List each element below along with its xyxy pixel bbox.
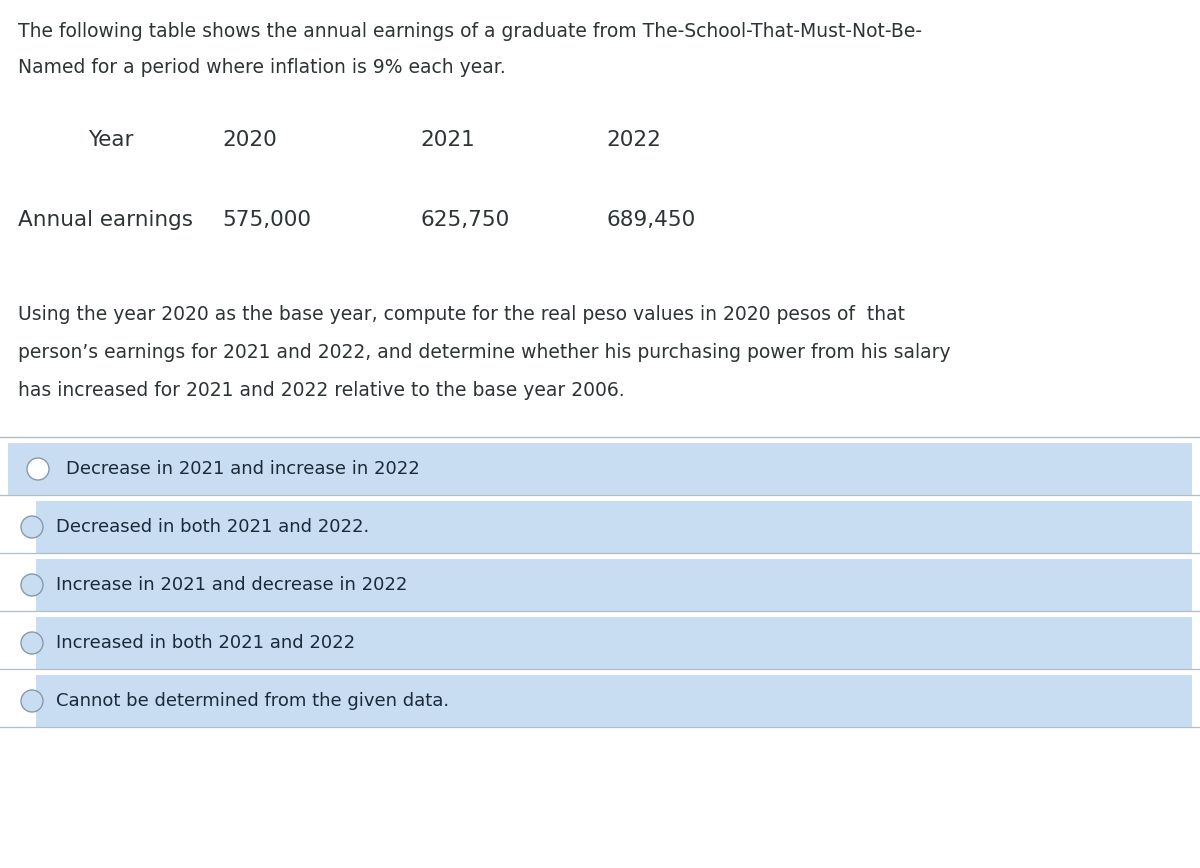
Bar bbox=[8, 617, 1192, 669]
Text: Named for a period where inflation is 9% each year.: Named for a period where inflation is 9%… bbox=[18, 58, 505, 77]
Text: 625,750: 625,750 bbox=[420, 210, 509, 230]
Text: 689,450: 689,450 bbox=[606, 210, 695, 230]
Text: The following table shows the annual earnings of a graduate from The-School-That: The following table shows the annual ear… bbox=[18, 22, 922, 41]
Text: Increased in both 2021 and 2022: Increased in both 2021 and 2022 bbox=[56, 634, 355, 652]
Circle shape bbox=[22, 516, 43, 538]
Text: 2022: 2022 bbox=[606, 130, 661, 150]
Circle shape bbox=[22, 574, 43, 596]
Text: Year: Year bbox=[88, 130, 133, 150]
Bar bbox=[8, 559, 36, 611]
Bar bbox=[8, 675, 36, 727]
Text: Annual earnings: Annual earnings bbox=[18, 210, 193, 230]
Circle shape bbox=[28, 458, 49, 480]
Bar bbox=[8, 559, 1192, 611]
Circle shape bbox=[22, 690, 43, 712]
Text: Decreased in both 2021 and 2022.: Decreased in both 2021 and 2022. bbox=[56, 518, 370, 536]
Text: person’s earnings for 2021 and 2022, and determine whether his purchasing power : person’s earnings for 2021 and 2022, and… bbox=[18, 343, 950, 362]
Text: 2020: 2020 bbox=[222, 130, 277, 150]
Text: has increased for 2021 and 2022 relative to the base year 2006.: has increased for 2021 and 2022 relative… bbox=[18, 381, 625, 400]
Text: 2021: 2021 bbox=[420, 130, 475, 150]
Circle shape bbox=[22, 632, 43, 654]
Bar bbox=[8, 617, 36, 669]
Bar bbox=[8, 443, 1192, 495]
Text: Increase in 2021 and decrease in 2022: Increase in 2021 and decrease in 2022 bbox=[56, 576, 407, 594]
Bar bbox=[8, 675, 1192, 727]
Text: Cannot be determined from the given data.: Cannot be determined from the given data… bbox=[56, 692, 449, 710]
Text: 575,000: 575,000 bbox=[222, 210, 311, 230]
Bar bbox=[8, 501, 36, 553]
Text: Using the year 2020 as the base year, compute for the real peso values in 2020 p: Using the year 2020 as the base year, co… bbox=[18, 305, 905, 324]
Text: Decrease in 2021 and increase in 2022: Decrease in 2021 and increase in 2022 bbox=[66, 460, 420, 478]
Bar bbox=[8, 501, 1192, 553]
